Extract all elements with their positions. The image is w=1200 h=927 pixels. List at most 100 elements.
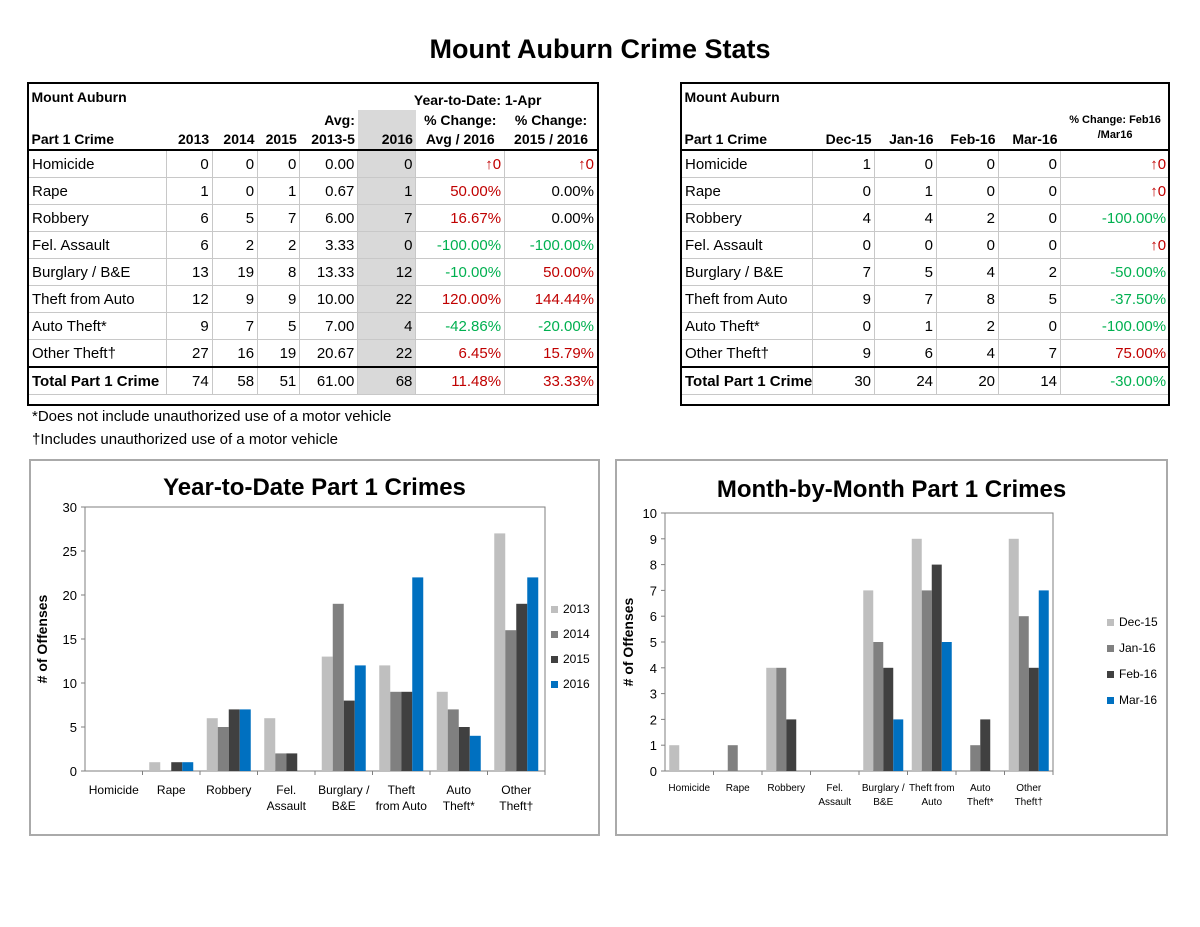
bar [228,709,240,771]
cell-m3: 4 [936,258,999,286]
y-tick-label: 6 [650,609,657,624]
y-tick-label: 0 [650,764,657,779]
bar [980,719,991,771]
bar [941,642,952,771]
bar [171,762,183,771]
y2014-header: 2014 [212,129,258,151]
cell-m4: 14 [998,366,1061,395]
bar [669,745,680,771]
legend-label: 2015 [563,652,590,666]
table-row: Other Theft† 27 16 19 20.67 22 6.45% 15.79% [27,339,598,368]
pct1-header-top: % Change: [424,112,497,128]
bar [883,667,894,771]
cell-pct-avg-2016: -100.00% [415,231,506,259]
cell-avg: 6.00 [299,204,359,232]
cell-m2: 6 [874,339,937,368]
page-title: Mount Auburn Crime Stats [429,34,771,64]
legend-swatch [551,606,558,613]
bar [970,745,981,771]
legend-label: Feb-16 [1119,667,1157,681]
y-tick-label: 4 [650,661,657,676]
cell-pct-avg-2016: -10.00% [415,258,506,286]
y-axis-label: # of Offenses [34,594,50,683]
table-row: Homicide 0 0 0 0.00 0 ↑0 ↑0 [27,149,598,178]
cell-m3: 4 [936,339,999,368]
x-category-label: Robbery [767,783,805,794]
bar [264,718,276,771]
crime-name: Theft from Auto [27,285,168,313]
cell-y2016: 0 [357,149,417,178]
cell-y2015: 8 [257,258,301,286]
table-row: Burglary / B&E 13 19 8 13.33 12 -10.00% 50.00% [27,258,598,286]
cell-y2015: 51 [257,366,301,395]
cell-y2014: 7 [211,312,259,340]
crime-name: Other Theft† [27,339,168,368]
x-category-label: Auto [970,783,991,794]
cell-pct-change: ↑0 [1059,177,1171,205]
crime-name: Auto Theft* [27,312,168,340]
cell-m4: 0 [998,149,1061,178]
cell-y2015: 0 [257,149,301,178]
table-row: Auto Theft* 9 7 5 7.00 4 -42.86% -20.00% [27,312,598,340]
crime-name: Auto Theft* [681,312,813,340]
cell-pct-2015-2016: 15.79% [504,339,598,368]
cell-y2015: 19 [257,339,301,368]
bar [921,590,932,771]
monthly-chart: Month-by-Month Part 1 Crimes 0 1 2 3 4 5 6 7 8 9 10… [615,459,1168,836]
ytd-total-row: Total Part 1 Crime 74 58 51 61.00 68 11.48% 33.… [27,366,598,395]
cell-pct-2015-2016: 0.00% [504,204,598,232]
legend-swatch [1107,671,1114,678]
y2015-header: 2015 [257,129,300,151]
bar [332,603,344,771]
pct-header-top: % Change: Feb16 [1069,114,1161,126]
legend-swatch [1107,645,1114,652]
bar [469,735,481,771]
mar16-header: Mar-16 [998,129,1061,151]
table-row: Robbery 6 5 7 6.00 7 16.67% 0.00% [27,204,598,232]
bar [494,533,506,771]
cell-avg: 20.67 [299,339,359,368]
cell-m4: 0 [998,204,1061,232]
cell-y2016: 0 [357,231,417,259]
pct2-header-bottom: 2015 / 2016 [504,129,598,151]
cell-y2016: 1 [357,177,417,205]
cell-y2016: 22 [357,339,417,368]
crime-name: Robbery [27,204,168,232]
cell-m1: 7 [812,258,875,286]
x-category-label: Theft† [1015,797,1043,808]
ytd-chart: Year-to-Date Part 1 Crimes 0 5 10 15 20 25 30 # … [29,459,600,836]
cell-pct-change: -50.00% [1059,258,1171,286]
cell-y2015: 5 [257,312,301,340]
cell-m3: 0 [936,231,999,259]
cell-y2014: 5 [211,204,259,232]
x-category-label: Theft from [909,783,955,794]
avg-header-bottom: 2013-5 [299,129,358,151]
monthly-crime-table: Mount Auburn % Change: Feb16 Part 1 Crim… [681,83,1171,395]
cell-avg: 61.00 [299,366,359,395]
x-category-label: Theft† [499,799,533,813]
crime-name: Theft from Auto [681,285,813,313]
bar [354,665,366,771]
bar [182,762,194,771]
pct2-header-top: % Change: [514,112,588,128]
bar [447,709,459,771]
crime-name: Total Part 1 Crime [681,366,813,395]
crime-name: Total Part 1 Crime [27,366,168,395]
x-category-label: Auto [921,797,942,808]
cell-m3: 2 [936,204,999,232]
bar [239,709,251,771]
bar [893,719,904,771]
cell-y2014: 16 [211,339,259,368]
cell-y2015: 2 [257,231,301,259]
x-category-label: Rape [157,783,186,797]
legend-swatch [1107,619,1114,626]
x-category-label: Assault [818,797,851,808]
legend-label: 2016 [563,677,590,691]
bar [401,691,413,771]
monthly-table-title: Mount Auburn [684,89,780,105]
cell-m4: 0 [998,312,1061,340]
legend-swatch [1107,697,1114,704]
cell-pct-change: -37.50% [1059,285,1171,313]
cell-avg: 0.67 [299,177,359,205]
crime-name: Fel. Assault [27,231,168,259]
